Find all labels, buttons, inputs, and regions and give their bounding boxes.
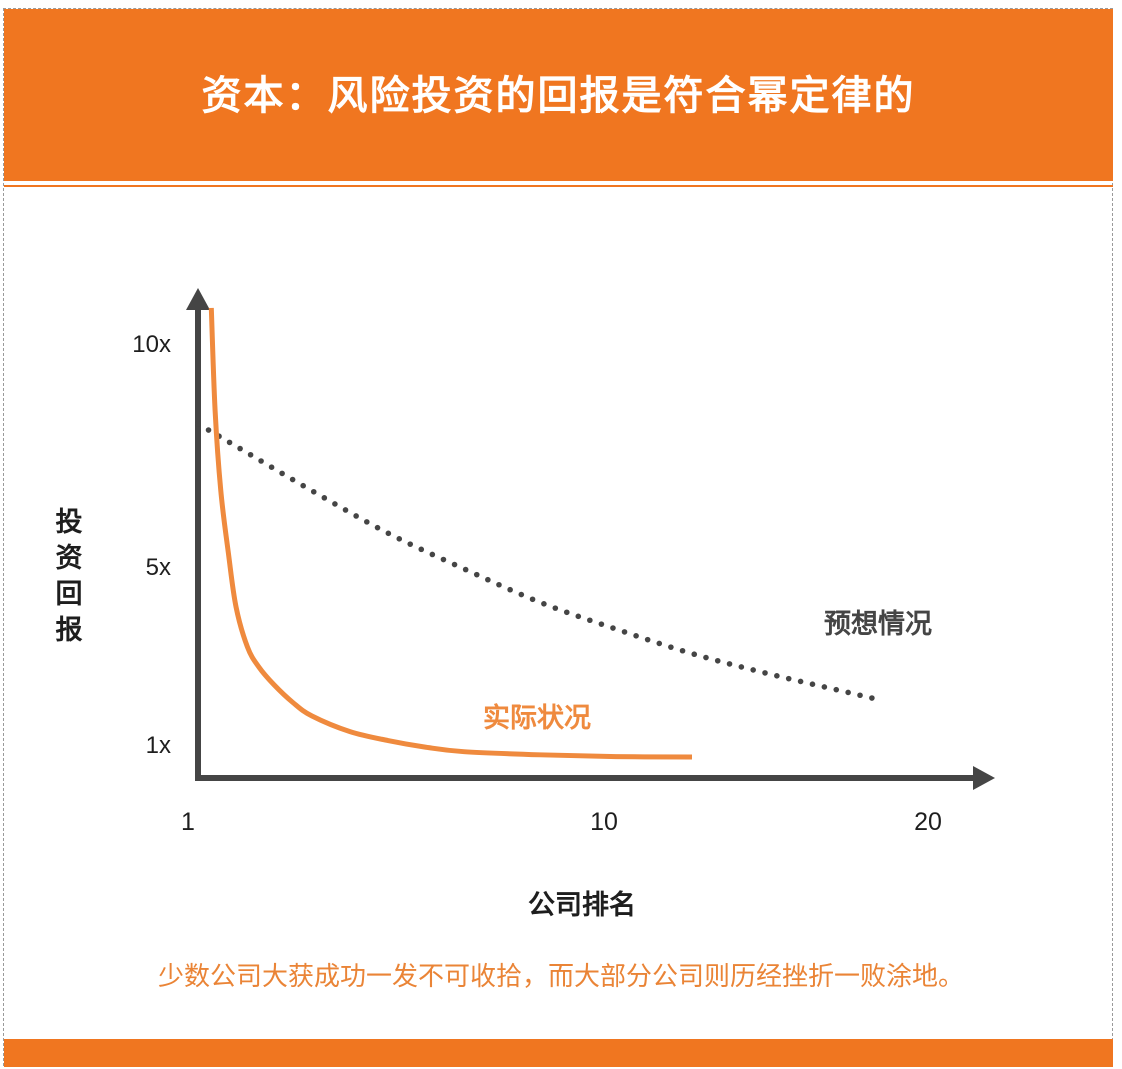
expected-dot [332, 501, 338, 507]
series-label-actual: 实际状况 [483, 702, 591, 734]
expected-dot [226, 439, 233, 446]
expected-dot [691, 651, 698, 658]
expected-dot [462, 566, 469, 573]
y-tick-label: 10x [132, 331, 171, 358]
expected-dot [396, 536, 403, 542]
expected-dot [774, 673, 780, 679]
expected-dot [857, 692, 863, 699]
expected-dot [440, 556, 447, 563]
x-tick-label: 10 [590, 808, 618, 836]
expected-dot [633, 632, 639, 639]
expected-dot [258, 458, 264, 464]
expected-dot [418, 546, 425, 553]
y-tick-label: 5x [146, 554, 171, 581]
expected-dot [750, 667, 756, 673]
axes [186, 288, 995, 790]
expected-dot [668, 644, 674, 650]
expected-dot [869, 695, 875, 701]
expected-dot [485, 576, 491, 583]
expected-dot [726, 661, 733, 667]
expected-dot [374, 524, 381, 531]
expected-dot [762, 670, 768, 676]
expected-dot [321, 495, 328, 501]
expected-dot [289, 476, 296, 483]
expected-dot [610, 625, 616, 631]
expected-dot [809, 681, 816, 688]
series-expected [195, 421, 875, 701]
expected-dot [473, 571, 480, 578]
expected-dot [353, 513, 359, 519]
expected-dot [797, 678, 804, 685]
x-tick-label: 20 [914, 808, 942, 836]
expected-dot [195, 421, 201, 427]
expected-dot [279, 470, 285, 477]
expected-dot [310, 488, 317, 495]
expected-dot [342, 507, 349, 513]
expected-dot [237, 445, 243, 452]
expected-dot [507, 586, 513, 593]
expected-dot [563, 609, 570, 616]
expected-dot [714, 657, 721, 664]
expected-dot [845, 689, 851, 696]
expected-dot [300, 482, 306, 489]
expected-dot [821, 684, 828, 690]
expected-dot [552, 605, 559, 611]
expected-dot [703, 654, 709, 661]
x-tick-label: 1 [181, 808, 195, 836]
x-axis-title: 公司排名 [528, 889, 636, 921]
y-axis-title: 投资回报 [56, 507, 83, 646]
expected-dot [598, 621, 605, 627]
expected-dot [247, 451, 254, 458]
expected-dot [268, 464, 275, 471]
expected-dot [679, 647, 686, 654]
footer-bar [4, 1039, 1113, 1067]
y-tick-label: 1x [146, 732, 171, 759]
expected-dot [407, 541, 414, 547]
expected-dot [575, 613, 582, 620]
expected-dot [496, 581, 502, 588]
expected-dot [785, 675, 792, 682]
expected-dot [541, 601, 547, 607]
caption: 少数公司大获成功一发不可收拾，而大部分公司则历经挫折一败涂地。 [157, 962, 964, 992]
expected-dot [205, 427, 212, 433]
y-tick-labels: 10x 5x 1x [132, 331, 171, 759]
expected-dot [518, 591, 525, 598]
expected-dot [587, 617, 593, 624]
header-divider [4, 185, 1113, 187]
expected-dot [364, 519, 370, 525]
series-actual-line [208, 307, 693, 760]
expected-dot [656, 640, 663, 647]
expected-dot [429, 551, 436, 558]
expected-dot [621, 629, 628, 635]
y-axis-arrow-icon [186, 288, 210, 310]
expected-dot [738, 664, 745, 670]
expected-dot [833, 686, 840, 693]
x-tick-labels: 1 10 20 [181, 808, 942, 836]
expected-dot [644, 636, 651, 643]
expected-dot [529, 596, 536, 603]
x-axis-arrow-icon [973, 766, 995, 790]
page-title: 资本：风险投资的回报是符合幂定律的 [201, 73, 916, 119]
series-label-expected: 预想情况 [824, 609, 932, 640]
header-banner: 资本：风险投资的回报是符合幂定律的 [4, 9, 1113, 181]
expected-dot [385, 530, 392, 537]
expected-dot [451, 561, 458, 568]
